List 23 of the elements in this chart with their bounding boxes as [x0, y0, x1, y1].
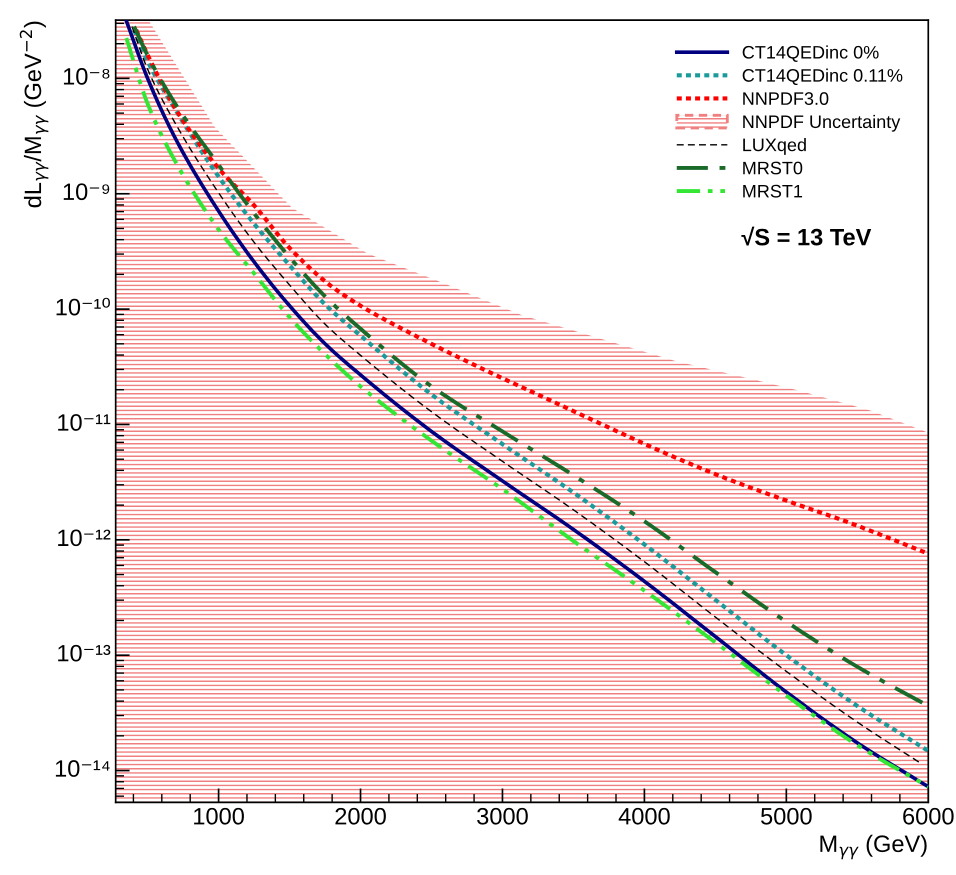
x-tick-label: 4000 — [618, 808, 670, 825]
y-tick-label: 10⁻¹² — [58, 529, 110, 546]
annotation: √S = 13 TeV — [741, 226, 872, 246]
y-tick-label: 10⁻⁸ — [64, 68, 110, 85]
x-axis-title: M$_{γγ}$ (GeV) — [820, 834, 927, 860]
x-tick-label: 1000 — [194, 808, 244, 825]
y-tick-label: 10⁻⁹ — [64, 183, 110, 200]
legend-label: NNPDF Uncertainty — [743, 114, 900, 132]
x-tick-label: 6000 — [903, 808, 954, 825]
legend-label: NNPDF3.0 — [743, 92, 828, 105]
x-tick-label: 5000 — [761, 808, 812, 825]
y-tick-label: 10⁻¹⁴ — [56, 760, 110, 777]
x-tick-label: 2000 — [335, 808, 386, 825]
legend-label: MRST1 — [743, 184, 802, 198]
legend-label: CT14QEDinc 0.11% — [742, 68, 902, 86]
legend-label: LUXqed — [743, 138, 806, 155]
legend-label: MRST0 — [743, 162, 802, 174]
y-tick-label: 10⁻¹⁰ — [56, 298, 110, 316]
legend-label: CT14QEDinc 0% — [742, 45, 879, 62]
y-axis-title: dL$_{γγ}$/M$_{γγ}$ (GeV$^{−2}$) — [20, 22, 48, 208]
y-tick-label: 10⁻¹³ — [58, 644, 110, 662]
y-tick-label: 10⁻¹¹ — [58, 414, 110, 431]
x-tick-label: 3000 — [477, 808, 528, 825]
